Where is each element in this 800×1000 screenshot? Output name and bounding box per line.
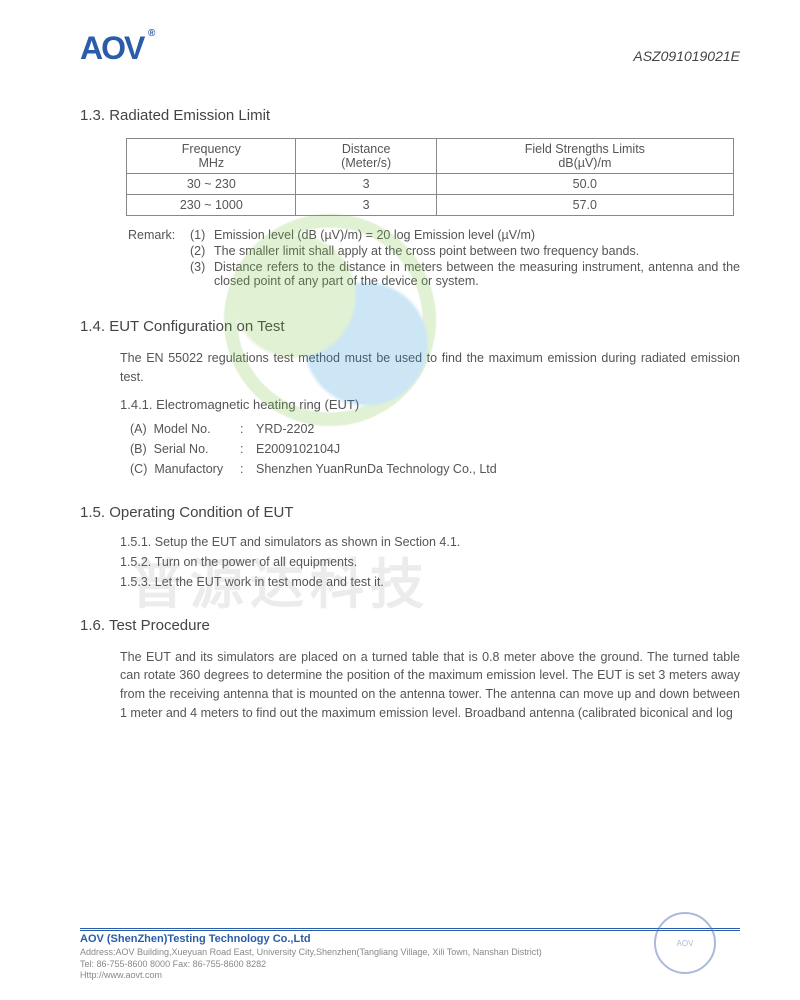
section-number: 1.6. [80,617,105,634]
step-item: 1.5.1. Setup the EUT and simulators as s… [120,535,740,549]
model-row: (A) Model No. : YRD-2202 [130,422,740,436]
step-number: 1.5.1. [120,535,151,549]
company-logo: AOV [80,30,143,67]
section-1-5-title: 1.5. Operating Condition of EUT [80,504,740,521]
intro-paragraph: The EN 55022 regulations test method mus… [120,349,740,387]
section-1-6-title: 1.6. Test Procedure [80,617,740,634]
section-1-6-content: The EUT and its simulators are placed on… [120,648,740,723]
section-heading: EUT Configuration on Test [109,318,284,335]
remark-text: Emission level (dB (µV)/m) = 20 log Emis… [214,228,740,242]
remark-num: (2) [190,244,214,258]
field-value: Shenzhen YuanRunDa Technology Co., Ltd [256,462,497,476]
remark-label: Remark: [120,228,190,290]
section-heading: Radiated Emission Limit [109,107,270,124]
field-key: (C) Manufactory [130,462,240,476]
manufactory-row: (C) Manufactory : Shenzhen YuanRunDa Tec… [130,462,740,476]
remark-item: (2)The smaller limit shall apply at the … [190,244,740,258]
table-header-row: FrequencyMHz Distance(Meter/s) Field Str… [127,139,734,174]
section-heading: Operating Condition of EUT [109,504,293,521]
step-number: 1.5.2. [120,555,151,569]
col-limits: Field Strengths LimitsdB(µV)/m [436,139,733,174]
field-value: YRD-2202 [256,422,314,436]
footer-url: Http://www.aovt.com [80,970,740,982]
procedure-paragraph: The EUT and its simulators are placed on… [120,648,740,723]
col-frequency: FrequencyMHz [127,139,296,174]
section-heading: Test Procedure [109,617,210,634]
cell: 50.0 [436,174,733,195]
section-1-4-content: The EN 55022 regulations test method mus… [120,349,740,476]
subsection-1-4-1: 1.4.1. Electromagnetic heating ring (EUT… [120,397,740,412]
remark-item: (1)Emission level (dB (µV)/m) = 20 log E… [190,228,740,242]
step-item: 1.5.3. Let the EUT work in test mode and… [120,575,740,589]
step-text: Turn on the power of all equipments. [155,555,357,569]
cell: 230 ~ 1000 [127,195,296,216]
remark-text: The smaller limit shall apply at the cro… [214,244,740,258]
section-1-5-content: 1.5.1. Setup the EUT and simulators as s… [120,535,740,589]
section-1-4-title: 1.4. EUT Configuration on Test [80,318,740,335]
page-footer: AOV (ShenZhen)Testing Technology Co.,Ltd… [80,928,740,982]
field-key: (A) Model No. [130,422,240,436]
table-row: 30 ~ 230 3 50.0 [127,174,734,195]
footer-divider [80,928,740,931]
footer-company: AOV (ShenZhen)Testing Technology Co.,Ltd [80,933,740,945]
cell: 3 [296,195,436,216]
step-text: Setup the EUT and simulators as shown in… [155,535,461,549]
remark-item: (3)Distance refers to the distance in me… [190,260,740,288]
field-value: E2009102104J [256,442,340,456]
remark-list: (1)Emission level (dB (µV)/m) = 20 log E… [190,228,740,290]
remark-num: (3) [190,260,214,288]
field-sep: : [240,462,256,476]
field-key: (B) Serial No. [130,442,240,456]
step-text: Let the EUT work in test mode and test i… [155,575,384,589]
cell: 3 [296,174,436,195]
section-number: 1.5. [80,504,105,521]
page-header: AOV ASZ091019021E [80,30,740,67]
serial-row: (B) Serial No. : E2009102104J [130,442,740,456]
field-sep: : [240,442,256,456]
footer-tel: Tel: 86-755-8600 8000 Fax: 86-755-8600 8… [80,959,740,971]
subsection-heading: Electromagnetic heating ring (EUT) [156,397,359,412]
field-sep: : [240,422,256,436]
cell: 57.0 [436,195,733,216]
cell: 30 ~ 230 [127,174,296,195]
approval-stamp-icon: AOV [654,912,716,974]
subsection-number: 1.4.1. [120,397,153,412]
table-row: 230 ~ 1000 3 57.0 [127,195,734,216]
col-distance: Distance(Meter/s) [296,139,436,174]
remark-num: (1) [190,228,214,242]
remark-text: Distance refers to the distance in meter… [214,260,740,288]
section-1-3-title: 1.3. Radiated Emission Limit [80,107,740,124]
emission-limit-table: FrequencyMHz Distance(Meter/s) Field Str… [126,138,734,216]
remark-block: Remark: (1)Emission level (dB (µV)/m) = … [120,228,740,290]
step-number: 1.5.3. [120,575,151,589]
section-number: 1.3. [80,107,105,124]
section-number: 1.4. [80,318,105,335]
section-1-3-content: FrequencyMHz Distance(Meter/s) Field Str… [120,138,740,290]
step-item: 1.5.2. Turn on the power of all equipmen… [120,555,740,569]
footer-address: Address:AOV Building,Xueyuan Road East, … [80,947,740,959]
document-id: ASZ091019021E [633,48,740,64]
